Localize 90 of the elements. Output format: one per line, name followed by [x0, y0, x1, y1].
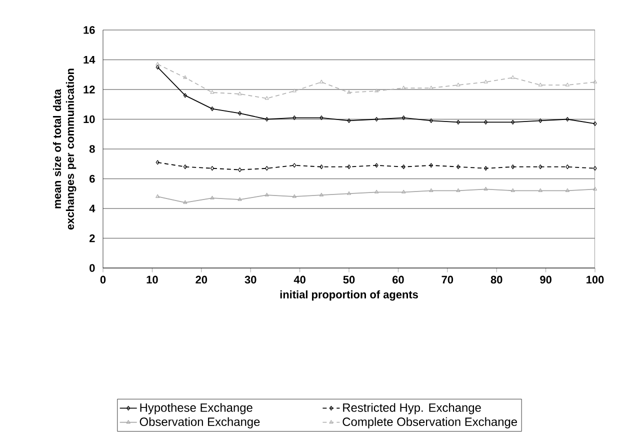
- point: [183, 164, 187, 170]
- point: [510, 75, 515, 79]
- point: [484, 120, 488, 125]
- point: [292, 88, 296, 92]
- point: [511, 164, 515, 170]
- point: [347, 164, 351, 170]
- y-tick-label: 8: [89, 145, 95, 153]
- y-tick-label: 4: [89, 204, 96, 212]
- point: [402, 86, 406, 90]
- x-tick-label: 100: [586, 276, 604, 284]
- point: [319, 80, 324, 84]
- point: [156, 160, 160, 165]
- x-tick-label: 40: [294, 276, 306, 284]
- y-axis-title: mean size of total data exchanges per communication: [52, 68, 76, 230]
- point: [593, 166, 597, 171]
- point: [429, 188, 434, 192]
- point: [292, 115, 296, 120]
- point: [374, 163, 378, 168]
- point: [565, 188, 570, 192]
- point: [264, 192, 269, 196]
- legend-label: Complete Observation Exchange: [342, 417, 518, 428]
- point: [538, 164, 542, 170]
- y-tick-label: 16: [84, 26, 95, 34]
- point: [402, 164, 406, 170]
- x-tick-label: 0: [100, 276, 106, 284]
- point: [566, 164, 570, 170]
- point: [292, 163, 296, 168]
- legend-label: Hypothese Exchange: [140, 403, 252, 414]
- point: [346, 90, 352, 94]
- point: [484, 186, 488, 190]
- x-tick-label: 90: [540, 276, 552, 284]
- point: [402, 190, 406, 194]
- y-tick-label: 12: [84, 86, 95, 94]
- point: [347, 118, 351, 124]
- point: [183, 200, 188, 204]
- x-tick-label: 30: [244, 276, 256, 284]
- y-tick-label: 0: [90, 264, 95, 272]
- point: [538, 82, 542, 86]
- point: [320, 115, 324, 120]
- point: [538, 118, 542, 124]
- point: [429, 86, 434, 90]
- point: [456, 188, 460, 192]
- point: [320, 164, 324, 170]
- point: [238, 92, 242, 96]
- x-axis-title: initial proportion of agents: [280, 290, 418, 301]
- point: [319, 192, 324, 196]
- x-tick-label: 80: [490, 276, 502, 284]
- point: [183, 93, 187, 98]
- point: [238, 168, 242, 172]
- point: [156, 62, 160, 66]
- point: [592, 80, 598, 84]
- point: [264, 96, 269, 100]
- point: [210, 106, 214, 112]
- point: [210, 90, 214, 94]
- y-tick-label: 14: [84, 56, 96, 64]
- x-tick-label: 10: [146, 276, 158, 284]
- point: [292, 194, 296, 198]
- legend-label: Observation Exchange: [140, 417, 260, 428]
- point: [484, 166, 488, 171]
- point: [484, 80, 488, 84]
- y-tick-label: 10: [84, 115, 95, 124]
- legend-label: Restricted Hyp. Exchange: [343, 403, 481, 414]
- point: [374, 190, 379, 194]
- x-tick-label: 50: [343, 276, 355, 284]
- point: [565, 82, 570, 86]
- point: [429, 118, 433, 124]
- point: [238, 197, 242, 201]
- point: [456, 82, 460, 86]
- point: [566, 116, 570, 122]
- point: [374, 116, 378, 122]
- x-tick-label: 70: [442, 276, 454, 284]
- y-tick-label: 6: [90, 174, 95, 183]
- point: [456, 120, 460, 125]
- point: [538, 188, 542, 192]
- point: [210, 166, 214, 171]
- y-tick-label: 2: [90, 234, 95, 242]
- point: [183, 75, 188, 79]
- point: [265, 116, 269, 122]
- x-tick-label: 20: [196, 276, 208, 284]
- point: [511, 120, 515, 125]
- point: [402, 115, 406, 120]
- point: [456, 164, 460, 170]
- point: [210, 196, 214, 200]
- point: [374, 88, 379, 92]
- x-tick-label: 60: [392, 276, 404, 284]
- point: [346, 191, 352, 195]
- point: [265, 166, 269, 171]
- point: [429, 163, 433, 168]
- point: [238, 111, 242, 116]
- point: [510, 188, 515, 192]
